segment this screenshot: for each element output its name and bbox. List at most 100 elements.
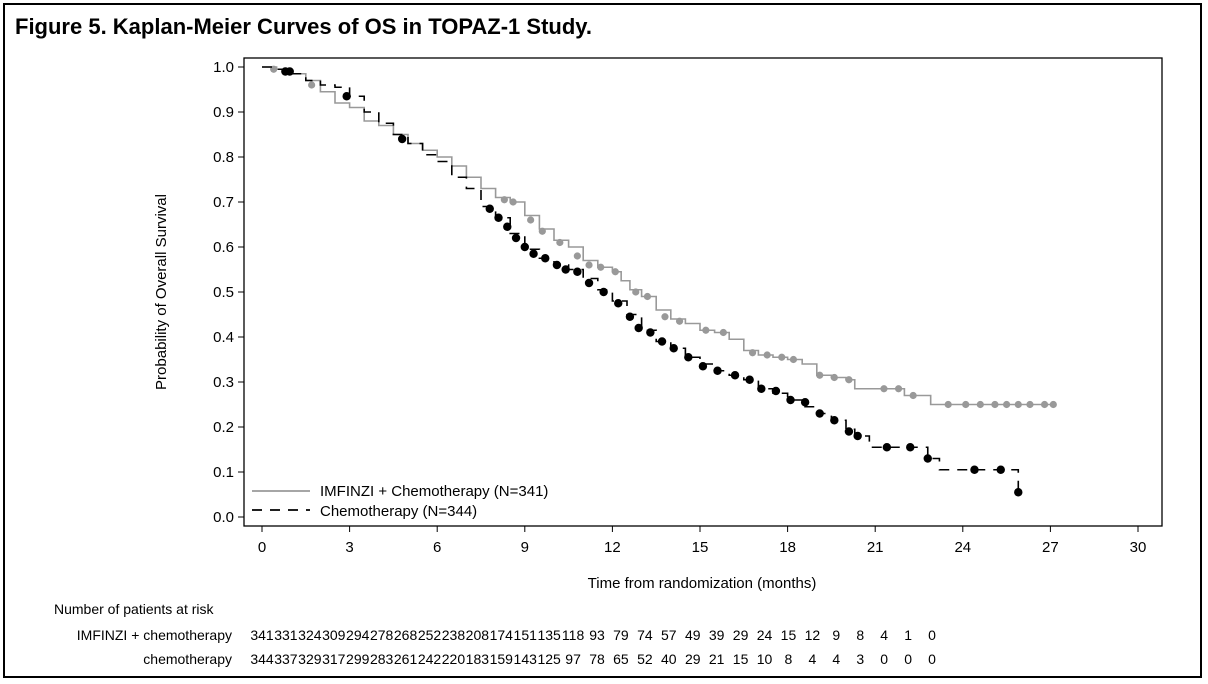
km-chart: Probability of Overall Survival Time fro… [153, 57, 1163, 592]
risk-table-heading: Number of patients at risk [54, 601, 214, 617]
y-tick-label: 0.0 [213, 509, 234, 526]
risk-table-cell: 65 [613, 651, 629, 667]
risk-table-cell: 208 [465, 627, 490, 643]
censor-mark-imfinzi [585, 261, 593, 269]
censor-mark-chemo [614, 299, 623, 308]
censor-mark-imfinzi [789, 355, 798, 364]
risk-table-cell: 1 [904, 627, 912, 643]
censor-mark-chemo [599, 287, 608, 297]
x-tick-label: 30 [1130, 539, 1147, 556]
risk-table-cell: 294 [346, 627, 370, 643]
censor-mark-chemo [541, 254, 550, 263]
risk-table-cell: 57 [661, 627, 677, 643]
risk-table-cell: 52 [637, 651, 653, 667]
y-tick-label: 0.1 [213, 464, 234, 481]
risk-table-cell: 78 [589, 651, 605, 667]
risk-table-cell: 4 [880, 627, 889, 643]
x-tick-label: 3 [345, 539, 353, 556]
censor-mark-chemo [698, 362, 708, 371]
risk-table-cell: 29 [684, 651, 701, 667]
censor-mark-chemo [397, 134, 407, 144]
y-tick-label: 0.2 [213, 419, 234, 436]
risk-table-cell: 118 [561, 627, 585, 643]
y-tick-label: 0.5 [213, 284, 234, 301]
censor-mark-chemo [529, 249, 538, 258]
risk-table-cell: 12 [804, 627, 821, 643]
censor-mark-imfinzi [944, 400, 952, 409]
risk-table-cell: 0 [904, 651, 912, 667]
censor-mark-chemo [625, 312, 635, 321]
risk-table-cell: 309 [322, 627, 346, 643]
censor-mark-chemo [646, 328, 655, 337]
risk-table-cell: 252 [417, 627, 442, 643]
censor-mark-imfinzi [748, 349, 757, 357]
censor-mark-chemo [285, 67, 294, 76]
censor-mark-imfinzi [556, 238, 564, 247]
censor-mark-chemo [853, 431, 862, 441]
x-tick-label: 15 [692, 539, 709, 556]
risk-table-cell: 9 [832, 627, 841, 643]
censor-mark-imfinzi [830, 373, 838, 382]
risk-table-cell: 49 [684, 627, 701, 643]
censor-mark-chemo [830, 416, 839, 425]
risk-row-label: IMFINZI + chemotherapy [76, 627, 232, 643]
censor-mark-chemo [1014, 488, 1023, 497]
censor-mark-chemo [503, 222, 512, 231]
risk-row-label: chemotherapy [143, 651, 232, 667]
censor-mark-imfinzi [573, 252, 581, 260]
censor-mark-imfinzi [308, 81, 316, 89]
censor-mark-imfinzi [845, 376, 853, 384]
censor-mark-chemo [657, 337, 667, 346]
figure-title: Figure 5. Kaplan-Meier Curves of OS in T… [15, 14, 592, 39]
censor-mark-imfinzi [816, 371, 824, 379]
risk-table-cell: 331 [274, 627, 298, 643]
risk-table-cell: 8 [784, 651, 793, 667]
censor-mark-chemo [573, 267, 582, 276]
risk-table-cell: 39 [708, 627, 725, 643]
censor-mark-chemo [342, 92, 351, 101]
censor-mark-imfinzi [991, 400, 999, 409]
risk-table-cell: 183 [465, 651, 490, 667]
censor-mark-imfinzi [962, 400, 970, 409]
risk-table-cell: 238 [441, 627, 466, 643]
y-tick-label: 0.7 [213, 194, 234, 211]
y-tick-label: 0.4 [213, 329, 234, 346]
x-tick-label: 21 [867, 539, 884, 556]
risk-table-cell: 278 [369, 627, 394, 643]
censor-mark-imfinzi [763, 351, 771, 359]
risk-table-cell: 15 [732, 651, 749, 667]
risk-table-cell: 261 [393, 651, 418, 667]
censor-mark-imfinzi [1014, 400, 1022, 409]
risk-table-cell: 97 [565, 651, 581, 667]
censor-mark-imfinzi [1026, 400, 1034, 409]
x-tick-label: 9 [521, 539, 529, 556]
censor-mark-chemo [713, 366, 722, 375]
y-tick-label: 0.8 [213, 149, 234, 166]
censor-mark-imfinzi [909, 391, 917, 400]
risk-table-cell: 337 [274, 651, 298, 667]
risk-table-cell: 74 [637, 627, 653, 643]
censor-mark-chemo [494, 213, 503, 222]
censor-mark-chemo [520, 242, 529, 252]
censor-mark-chemo [584, 278, 594, 288]
risk-table-cell: 125 [537, 651, 561, 667]
x-tick-label: 0 [258, 539, 266, 556]
censor-mark-imfinzi [719, 328, 727, 337]
plot-area-frame [243, 57, 1163, 527]
censor-mark-chemo [485, 204, 494, 213]
y-tick-label: 0.3 [213, 374, 234, 391]
censor-mark-chemo [923, 454, 932, 463]
risk-table-cell: 317 [322, 651, 346, 667]
risk-table-cell: 159 [489, 651, 513, 667]
risk-table-cell: 4 [832, 651, 841, 667]
censor-mark-chemo [561, 265, 570, 274]
risk-table-cell: 4 [808, 651, 817, 667]
risk-table-cell: 344 [250, 651, 274, 667]
risk-table-cell: 242 [417, 651, 442, 667]
censor-mark-chemo [906, 443, 915, 452]
censor-mark-imfinzi [894, 385, 903, 393]
risk-table-cell: 8 [856, 627, 865, 643]
risk-table-cell: 283 [369, 651, 394, 667]
censor-mark-imfinzi [778, 353, 786, 361]
risk-table-cell: 174 [489, 627, 513, 643]
